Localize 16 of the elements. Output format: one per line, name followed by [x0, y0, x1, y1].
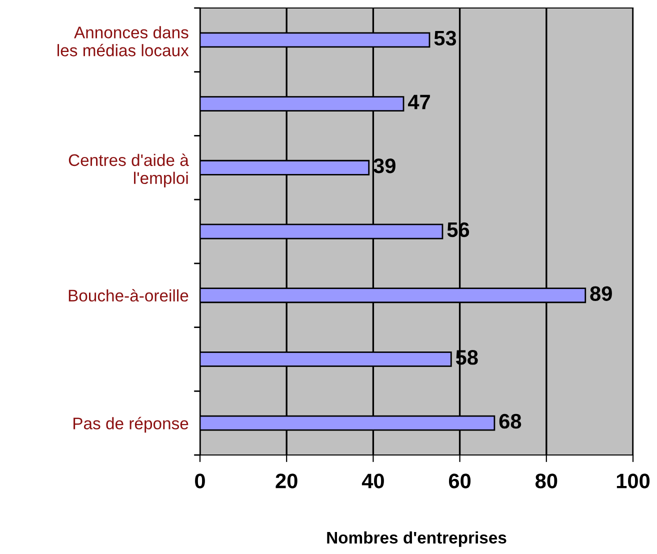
x-tick-label: 80	[535, 474, 558, 488]
data-label: 47	[408, 94, 430, 110]
x-tick-label: 0	[195, 474, 205, 488]
y-tick-label: Bouche-à-oreille	[68, 289, 188, 302]
data-label: 68	[499, 414, 522, 429]
x-tick-label: 60	[448, 474, 471, 488]
x-tick-label: 20	[276, 474, 298, 488]
data-label: 39	[374, 158, 396, 174]
data-label: 89	[590, 286, 612, 301]
x-tick-label: 40	[362, 474, 384, 488]
data-label: 53	[434, 30, 456, 46]
y-tick-label: Centres d'aide à l'emploi	[68, 154, 189, 188]
y-tick-label: Pas de réponse	[74, 416, 188, 433]
y-tick-label: Annonces dans les médias locaux	[58, 26, 189, 56]
x-tick-label: 100	[616, 474, 650, 488]
x-axis-title: Nombres d'entreprises	[327, 531, 506, 547]
